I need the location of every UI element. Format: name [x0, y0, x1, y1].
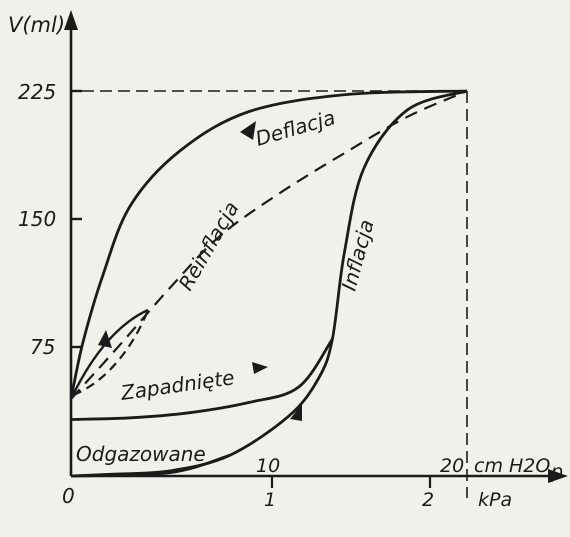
label-zapadniete: Zapadnięte: [118, 365, 236, 405]
kpa-tick-label-2: 2: [422, 489, 434, 511]
p-axis-label: p: [550, 461, 563, 483]
cm-tick-label-10: 10: [256, 455, 280, 477]
y-axis-arrow: [64, 10, 78, 30]
arrow-deflacja: [240, 121, 256, 140]
y-tick-label-150: 150: [18, 207, 56, 231]
curve-reinflacja: [70, 89, 468, 400]
arrow-loop: [98, 330, 112, 348]
origin-label: 0: [62, 484, 75, 508]
arrow-inflacja: [290, 404, 302, 421]
cm-unit-label: cm H2O: [474, 455, 550, 477]
kpa-tick-label-1: 1: [264, 489, 276, 511]
cm-tick-label-20: 20: [440, 455, 464, 477]
curve-inflacja: [70, 89, 468, 478]
label-reinflacja: Reinflacja: [174, 197, 244, 294]
arrow-zapadniete: [252, 362, 268, 374]
axes: [64, 10, 568, 488]
small-loop-lower: [72, 309, 150, 397]
label-deflacja: Deflacja: [253, 105, 338, 151]
y-tick-label-225: 225: [18, 80, 56, 104]
curve-zapadniete: [70, 338, 334, 421]
y-axis-label: V(ml): [8, 13, 65, 37]
kpa-unit-label: kPa: [478, 489, 512, 511]
label-odgazowane: Odgazowane: [76, 442, 206, 466]
curve-deflacja: [69, 89, 468, 400]
x-axis-arrow: [548, 469, 568, 483]
curve-odgazowane: [70, 454, 230, 478]
y-tick-label-75: 75: [30, 335, 55, 359]
